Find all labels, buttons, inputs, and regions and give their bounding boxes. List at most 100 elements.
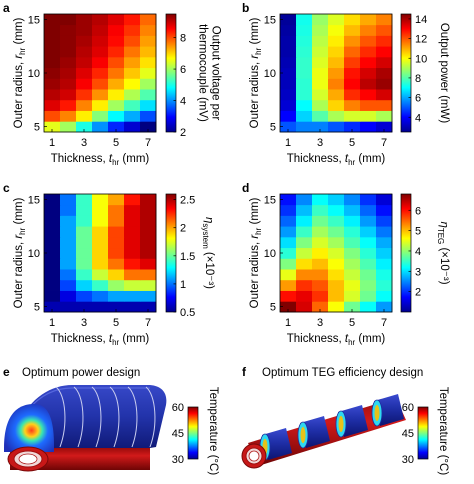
heatmap-cell bbox=[76, 236, 93, 249]
heatmap-cell bbox=[312, 269, 329, 281]
heatmap-cell bbox=[280, 14, 297, 26]
heatmap-cell bbox=[280, 247, 297, 259]
heatmap-cell bbox=[44, 279, 61, 291]
render-title: Optimum power design bbox=[22, 367, 140, 379]
heatmap-cell bbox=[376, 121, 393, 133]
heatmap-cell bbox=[124, 89, 141, 101]
colorbar bbox=[400, 13, 412, 133]
heatmap-cell bbox=[312, 215, 329, 227]
panel-c: c 1 3 5 7 5 10 15 Thickness, thr (mm) Outer radiu… bbox=[3, 181, 215, 347]
y-axis-label: Outer radius, rhr (mm) bbox=[13, 198, 27, 309]
heatmap-cell bbox=[328, 110, 345, 122]
heatmap-cell bbox=[44, 194, 61, 206]
heatmap-cell bbox=[44, 110, 61, 122]
colorbar-label: Output power (mW) bbox=[438, 23, 450, 123]
heatmap-cell bbox=[328, 258, 345, 270]
heatmap-cell bbox=[328, 204, 345, 216]
heatmap-cell bbox=[108, 46, 125, 58]
heatmap-cell bbox=[124, 46, 141, 58]
heatmap-cell bbox=[360, 269, 377, 281]
heatmap-cell bbox=[124, 236, 141, 249]
heatmap-cell bbox=[360, 35, 377, 47]
colorbar-tick-label: 6 bbox=[415, 93, 421, 105]
heatmap-cell bbox=[44, 24, 61, 36]
heatmap-cell bbox=[344, 215, 361, 227]
heatmap-cell bbox=[124, 269, 141, 281]
colorbar-tick-label: 4 bbox=[415, 246, 421, 258]
y-tick-label: 15 bbox=[28, 194, 40, 206]
heatmap-cell bbox=[344, 194, 361, 206]
heatmap-cell bbox=[76, 110, 93, 122]
heatmap-cell bbox=[376, 67, 393, 79]
heatmap-cell bbox=[124, 35, 141, 47]
y-tick-label: 5 bbox=[34, 122, 40, 134]
heatmap-cell bbox=[376, 247, 393, 259]
heatmap-cell bbox=[108, 89, 125, 101]
heatmap-cell bbox=[76, 24, 93, 36]
heatmap-cell bbox=[124, 226, 141, 238]
panel-d: d 1 3 5 7 5 10 15 Thickness, thr (mm) Outer radiu… bbox=[242, 181, 450, 347]
heatmap-cell bbox=[124, 279, 141, 291]
x-tick-label: 3 bbox=[81, 137, 87, 149]
heatmap-cell bbox=[60, 89, 77, 101]
heatmap-cell bbox=[376, 269, 393, 281]
x-tick-label: 7 bbox=[381, 137, 387, 149]
y-axis-label: Outer radius, rhr (mm) bbox=[249, 18, 263, 129]
heatmap-cell bbox=[92, 301, 109, 313]
heatmap-cell bbox=[376, 46, 393, 58]
heatmap-cell bbox=[124, 121, 141, 133]
heatmap-cell bbox=[376, 258, 393, 270]
heatmap-cell bbox=[328, 247, 345, 259]
heatmap-cell bbox=[124, 78, 141, 90]
heatmap-cell bbox=[108, 110, 125, 122]
heatmap-cell bbox=[60, 14, 77, 26]
heatmap-cell bbox=[76, 269, 93, 281]
colorbar-tick-label: 2.5 bbox=[180, 195, 195, 207]
heatmap-cell bbox=[140, 194, 157, 206]
heatmap-cell bbox=[108, 99, 125, 111]
y-tick-label: 10 bbox=[264, 68, 276, 80]
colorbar-tick-label: 14 bbox=[415, 14, 427, 26]
heatmap-cell bbox=[280, 89, 297, 101]
power-design-illustration bbox=[4, 385, 167, 472]
heatmap-cell bbox=[360, 89, 377, 101]
heatmap-cell bbox=[76, 99, 93, 111]
heatmap-cell bbox=[140, 35, 157, 47]
colorbar-tick-label: 3 bbox=[415, 266, 421, 278]
heatmap-cell bbox=[280, 226, 297, 238]
heatmap-cell bbox=[312, 67, 329, 79]
heatmap-cell bbox=[124, 247, 141, 259]
y-tick-label: 10 bbox=[28, 68, 40, 80]
heatmap-cell bbox=[92, 194, 109, 206]
heatmap-cell bbox=[344, 46, 361, 58]
heatmap-cell bbox=[312, 247, 329, 259]
heatmap-cell bbox=[76, 301, 93, 313]
heatmap-cells bbox=[44, 194, 157, 313]
heatmap-cell bbox=[60, 121, 77, 133]
heatmap-cell bbox=[360, 247, 377, 259]
colorbar-tick-label: 2 bbox=[180, 127, 186, 139]
heatmap-cell bbox=[124, 290, 141, 302]
heatmap-cell bbox=[376, 215, 393, 227]
heatmap-cell bbox=[296, 215, 313, 227]
colorbar-tick-label: 60 bbox=[402, 402, 414, 414]
x-tick-label: 1 bbox=[285, 317, 291, 329]
heatmap-cell bbox=[360, 194, 377, 206]
heatmap-cell bbox=[360, 226, 377, 238]
x-tick-label: 7 bbox=[145, 137, 151, 149]
heatmap-cell bbox=[44, 46, 61, 58]
heatmap-cell bbox=[344, 35, 361, 47]
colorbar-tick-label: 1.5 bbox=[180, 251, 195, 263]
heatmap-cell bbox=[44, 258, 61, 270]
heatmap-cell bbox=[296, 24, 313, 36]
heatmap-cell bbox=[92, 215, 109, 227]
heatmap-cell bbox=[328, 279, 345, 291]
heatmap-cell bbox=[360, 46, 377, 58]
heatmap-cell bbox=[44, 204, 61, 216]
x-tick-label: 3 bbox=[81, 317, 87, 329]
heatmap-cell bbox=[344, 247, 361, 259]
heatmap-cell bbox=[140, 24, 157, 36]
heatmap-cell bbox=[344, 290, 361, 302]
heatmap-cell bbox=[124, 301, 141, 313]
heatmap-cell bbox=[296, 269, 313, 281]
